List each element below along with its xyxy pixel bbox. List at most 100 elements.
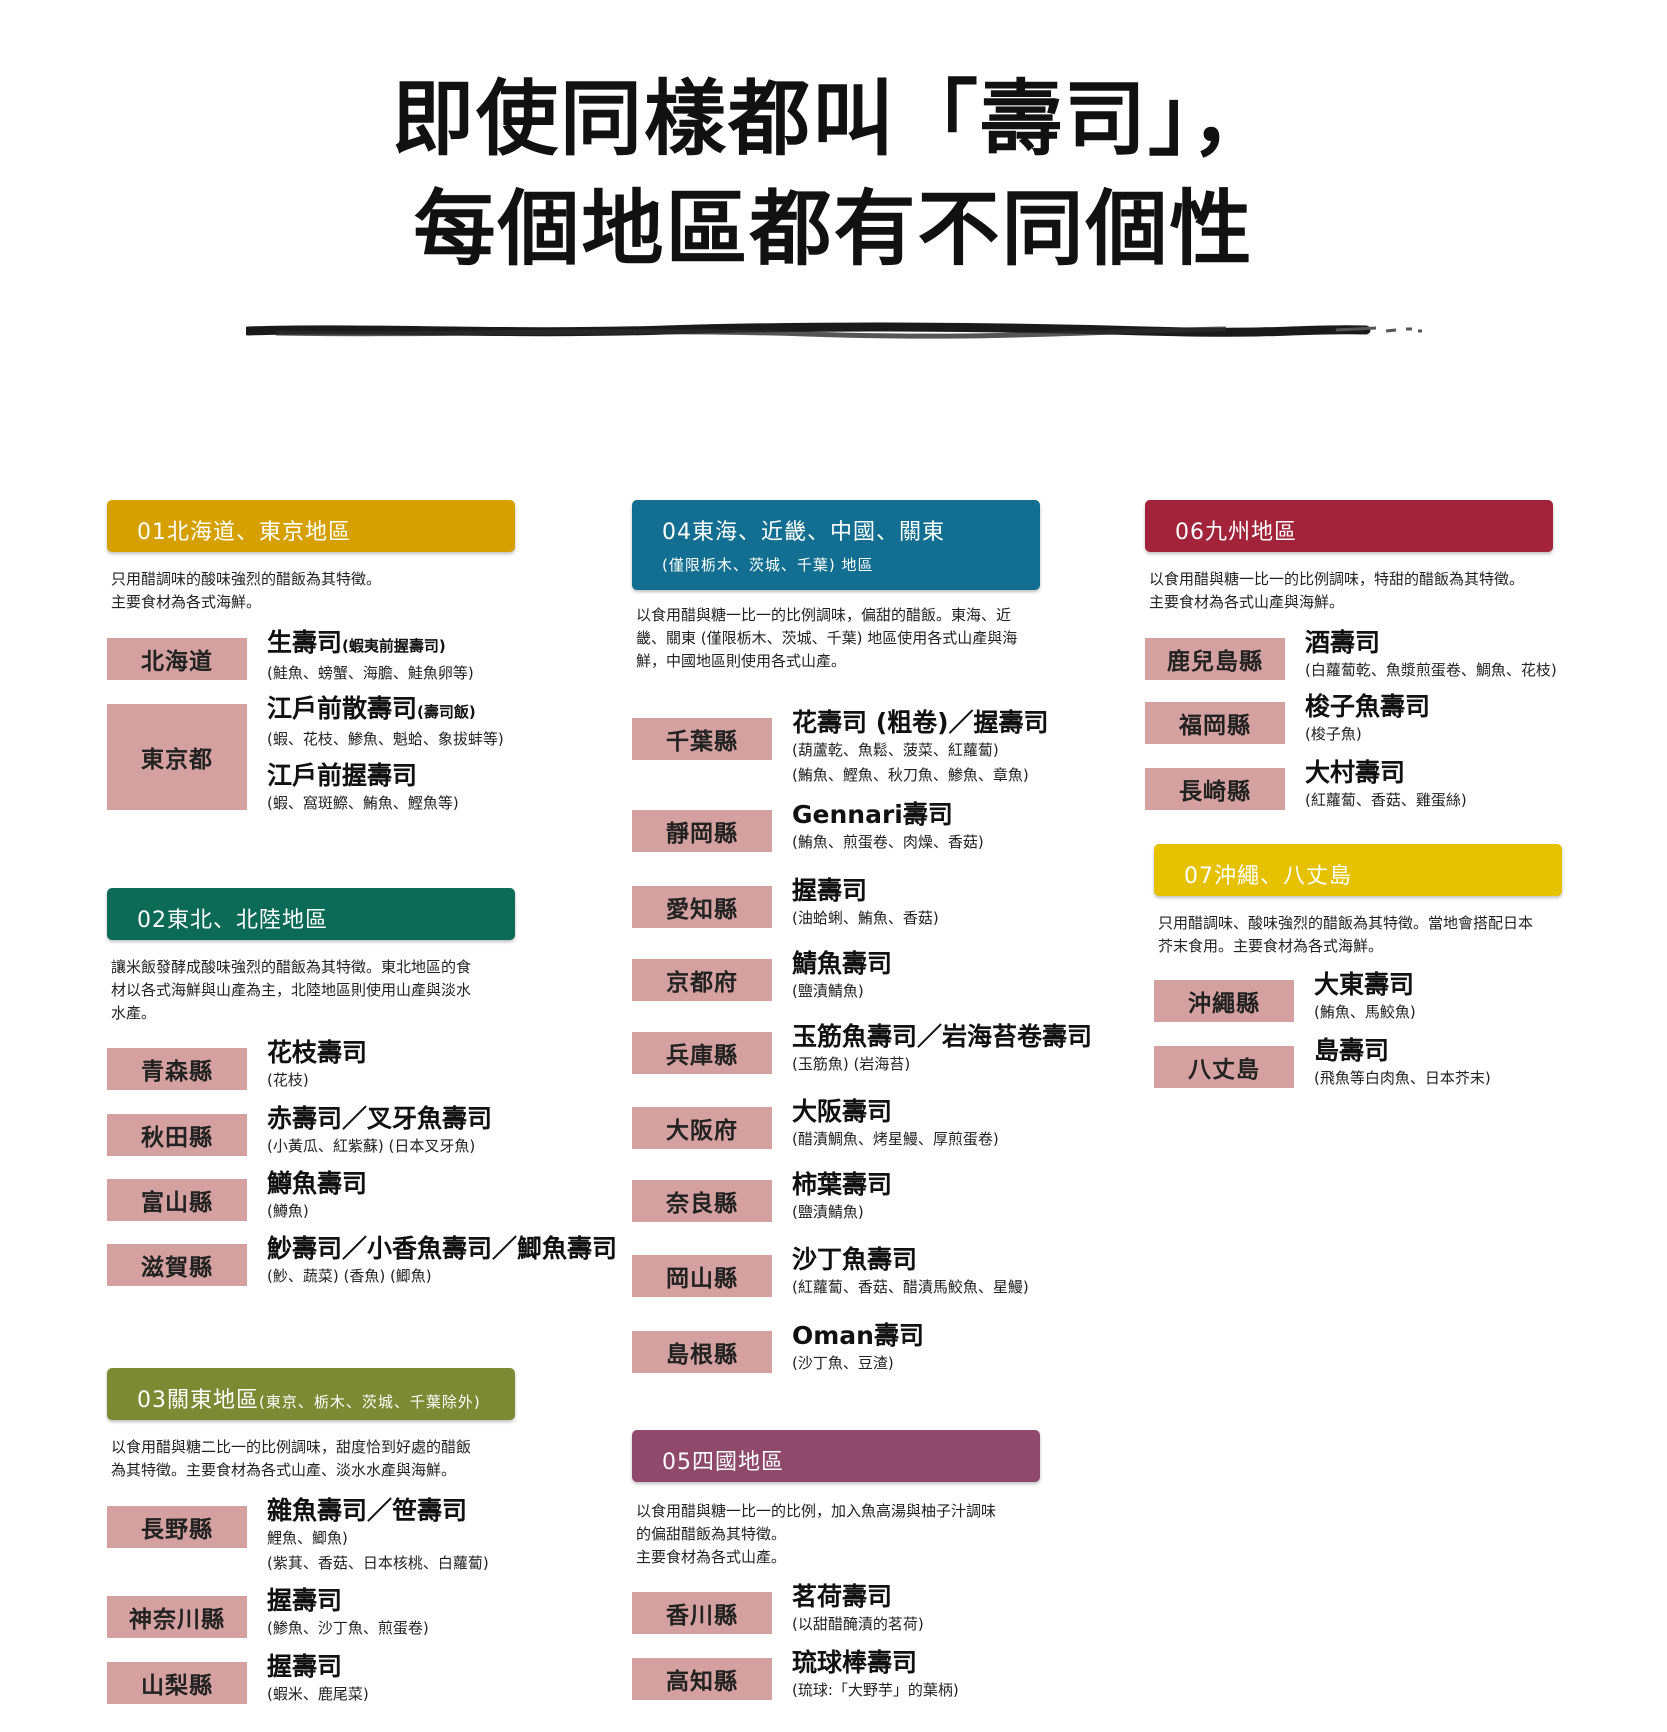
sushi-note: (蝦夷前握壽司) [342,637,446,655]
region-kanto: 03關東地區(東京、栃木、茨城、千葉除外) 以食用醋與糖二比一的比例調味，甜度恰… [107,1368,515,1704]
region-description: 只用醋調味的酸味強烈的醋飯為其特徵。 主要食材為各式海鮮。 [111,570,382,611]
page-title-line-1: 即使同樣都叫「壽司」， [391,71,1275,167]
region-header: 02東北、北陸地區 [107,888,515,940]
region-header: 04東海、近畿、中國、關東 (僅限栃木、茨城、千葉) 地區 [632,500,1040,590]
prefecture-tag: 島根縣 [632,1331,772,1373]
page-title-line-2: 每個地區都有不同個性 [413,181,1254,277]
region-header: 03關東地區(東京、栃木、茨城、千葉除外) [107,1368,515,1420]
region-description: 以食用醋與糖一比一的比例，加入魚高湯與柚子汁調味 的偏甜醋飯為其特徵。 主要食材… [636,1502,997,1566]
prefecture-tag: 千葉縣 [632,718,772,760]
prefecture-tag: 富山縣 [107,1179,247,1221]
prefecture-tag: 京都府 [632,959,772,1001]
sushi-name: 鯖魚壽司 [792,949,893,978]
sushi-name: 大村壽司 [1305,758,1406,787]
sushi-ingredients: (玉筋魚) (岩海苔) [792,1055,911,1073]
sushi-name: 茗荷壽司 [792,1582,893,1611]
prefecture-tag: 長崎縣 [1145,768,1285,810]
sushi-ingredients: (鯵魚、沙丁魚、煎蛋卷) [267,1619,429,1637]
sushi-ingredients: (紅蘿蔔、香菇、醋漬馬鮫魚、星鰻) [792,1278,1029,1296]
region-title: 06九州地區 [1175,520,1297,545]
sushi-ingredients: (醋漬鯛魚、烤星鰻、厚煎蛋卷) [792,1130,999,1148]
sushi-ingredients: (小黃瓜、紅紫蘇) (日本叉牙魚) [267,1137,476,1155]
region-title: 03關東地區 [137,1388,259,1413]
sushi-name: 花壽司 (粗卷)／握壽司 [792,708,1049,737]
region-title: 04東海、近畿、中國、關東 [662,520,945,545]
sushi-name: 鱒魚壽司 [267,1169,368,1198]
sushi-name: 赤壽司／叉牙魚壽司 [267,1104,493,1133]
prefecture-tag: 靜岡縣 [632,810,772,852]
region-header: 07沖繩、八丈島 [1154,844,1562,896]
sushi-name: 島壽司 [1314,1036,1390,1065]
prefecture-tag: 八丈島 [1154,1046,1294,1088]
region-header: 01北海道、東京地區 [107,500,515,552]
region-title: 01北海道、東京地區 [137,520,351,545]
sushi-name: 大東壽司 [1314,970,1415,999]
region-title-note: (東京、栃木、茨城、千葉除外) [259,1393,481,1411]
sushi-name: 生壽司(蝦夷前握壽司) [267,628,446,657]
region-description: 以食用醋與糖一比一的比例調味，特甜的醋飯為其特徵。 主要食材為各式山產與海鮮。 [1149,570,1525,611]
region-header: 05四國地區 [632,1430,1040,1482]
sushi-name: 江戶前握壽司 [267,761,418,790]
sushi-ingredients: (鮪魚、馬鮫魚) [1314,1003,1416,1021]
sushi-ingredients: (鹽漬鯖魚) [792,982,864,1000]
region-shikoku: 05四國地區 以食用醋與糖一比一的比例，加入魚高湯與柚子汁調味 的偏甜醋飯為其特… [632,1430,1040,1700]
sushi-name: Oman壽司 [792,1321,924,1350]
sushi-ingredients: (紅蘿蔔、香菇、雞蛋絲) [1305,791,1467,809]
sushi-ingredients: (魦、蔬菜) (香魚) (鯽魚) [267,1267,432,1285]
prefecture-tag: 岡山縣 [632,1255,772,1297]
prefecture-tag: 香川縣 [632,1592,772,1634]
sushi-ingredients: (以甜醋醃漬的茗荷) [792,1615,924,1633]
sushi-ingredients: (沙丁魚、豆渣) [792,1354,894,1372]
sushi-name: 握壽司 [267,1652,343,1681]
sushi-name: 花枝壽司 [267,1038,368,1067]
sushi-ingredients: 鯉魚、鯽魚) [267,1529,348,1547]
sushi-ingredients: (鮭魚、螃蟹、海膽、鮭魚卵等) [267,664,474,682]
prefecture-tag: 神奈川縣 [107,1596,247,1638]
sushi-ingredients: (葫蘆乾、魚鬆、菠菜、紅蘿蔔) [792,741,999,759]
region-description: 讓米飯發酵成酸味強烈的醋飯為其特徵。東北地區的食 材以各式海鮮與山產為主，北陸地… [111,958,472,1022]
region-description: 以食用醋與糖一比一的比例調味，偏甜的醋飯。東海、近 畿、關東 (僅限栃木、茨城、… [636,606,1018,670]
sushi-ingredients: (鱒魚) [267,1202,309,1220]
sushi-ingredients: (梭子魚) [1305,725,1362,743]
sushi-ingredients: (鮪魚、鰹魚、秋刀魚、鯵魚、章魚) [792,766,1029,784]
prefecture-tag: 愛知縣 [632,886,772,928]
prefecture-tag: 青森縣 [107,1048,247,1090]
prefecture-tag: 兵庫縣 [632,1032,772,1074]
region-tohoku-hokuriku: 02東北、北陸地區 讓米飯發酵成酸味強烈的醋飯為其特徵。東北地區的食 材以各式海… [107,888,617,1286]
sushi-name: 江戶前散壽司(壽司飯) [267,694,476,723]
region-description: 以食用醋與糖二比一的比例調味，甜度恰到好處的醋飯 為其特徵。主要食材為各式山產、… [111,1438,472,1479]
prefecture-tag: 奈良縣 [632,1180,772,1222]
sushi-note: (壽司飯) [417,703,476,721]
sushi-name: 握壽司 [267,1586,343,1615]
sushi-name: 酒壽司 [1305,628,1381,657]
sushi-name: 柿葉壽司 [792,1170,893,1199]
sushi-ingredients: (紫萁、香菇、日本核桃、白蘿蔔) [267,1554,489,1572]
sushi-name: 梭子魚壽司 [1305,692,1431,721]
region-title: 05四國地區 [662,1450,784,1475]
sushi-name: 握壽司 [792,876,868,905]
sushi-name: 魦壽司／小香魚壽司／鯽魚壽司 [267,1234,618,1263]
prefecture-tag: 鹿兒島縣 [1145,638,1285,680]
region-title: 07沖繩、八丈島 [1184,864,1352,889]
prefecture-tag: 高知縣 [632,1658,772,1700]
prefecture-tag: 滋賀縣 [107,1244,247,1286]
sushi-name: 大阪壽司 [792,1097,893,1126]
region-header: 06九州地區 [1145,500,1553,552]
prefecture-tag: 東京都 [107,704,247,810]
region-hokkaido-tokyo: 01北海道、東京地區 只用醋調味的酸味強烈的醋飯為其特徵。 主要食材為各式海鮮。… [107,500,515,812]
prefecture-tag: 福岡縣 [1145,702,1285,744]
sushi-name: 沙丁魚壽司 [792,1245,918,1274]
prefecture-tag: 秋田縣 [107,1114,247,1156]
sushi-name: 玉筋魚壽司／岩海苔卷壽司 [792,1022,1093,1051]
region-title: 02東北、北陸地區 [137,908,328,933]
prefecture-tag: 沖繩縣 [1154,980,1294,1022]
sushi-ingredients: (油蛤蜊、鮪魚、香菇) [792,909,939,927]
sushi-ingredients: (琉球:「大野芋」的葉柄) [792,1681,959,1699]
region-description: 只用醋調味、酸味強烈的醋飯為其特徵。當地會搭配日本 芥末食用。主要食材為各式海鮮… [1158,914,1534,955]
sushi-name: 雜魚壽司／笹壽司 [267,1496,468,1525]
sushi-name: Gennari壽司 [792,800,953,829]
brush-stroke-divider [246,322,1422,339]
region-kyushu: 06九州地區 以食用醋與糖一比一的比例調味，特甜的醋飯為其特徵。 主要食材為各式… [1145,500,1557,810]
region-okinawa-hachijojima: 07沖繩、八丈島 只用醋調味、酸味強烈的醋飯為其特徵。當地會搭配日本 芥末食用。… [1154,844,1562,1088]
sushi-ingredients: (鮪魚、煎蛋卷、肉燥、香菇) [792,833,984,851]
